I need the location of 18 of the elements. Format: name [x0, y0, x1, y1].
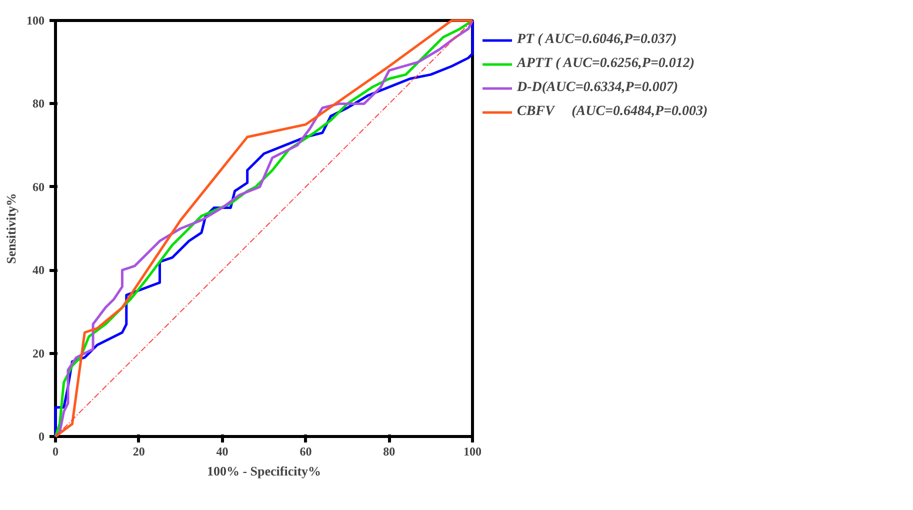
- legend-label: PT ( AUC=0.6046,P=0.037): [517, 32, 677, 48]
- y-axis-title: Sensitivity%: [4, 193, 18, 264]
- x-axis-title: 100% - Specificity%: [206, 464, 322, 478]
- y-tick-label: 100: [26, 14, 44, 28]
- legend-label: APTT ( AUC=0.6256,P=0.012): [517, 56, 695, 72]
- x-tick-label: 80: [383, 444, 396, 458]
- x-tick-label: 20: [132, 444, 145, 458]
- x-tick-label: 40: [216, 444, 228, 458]
- legend-label: D-D(AUC=0.6334,P=0.007): [517, 80, 678, 96]
- legend-label: CBFV (AUC=0.6484,P=0.003): [517, 104, 708, 120]
- y-tick-label: 80: [32, 96, 44, 111]
- x-tick-label: 0: [52, 444, 58, 458]
- y-tick-label: 60: [32, 180, 44, 194]
- y-tick-label: 0: [38, 430, 44, 444]
- x-tick-label: 100: [464, 444, 482, 458]
- y-tick-label: 20: [32, 346, 44, 360]
- y-tick-label: 40: [32, 263, 44, 278]
- x-tick-label: 60: [300, 444, 312, 458]
